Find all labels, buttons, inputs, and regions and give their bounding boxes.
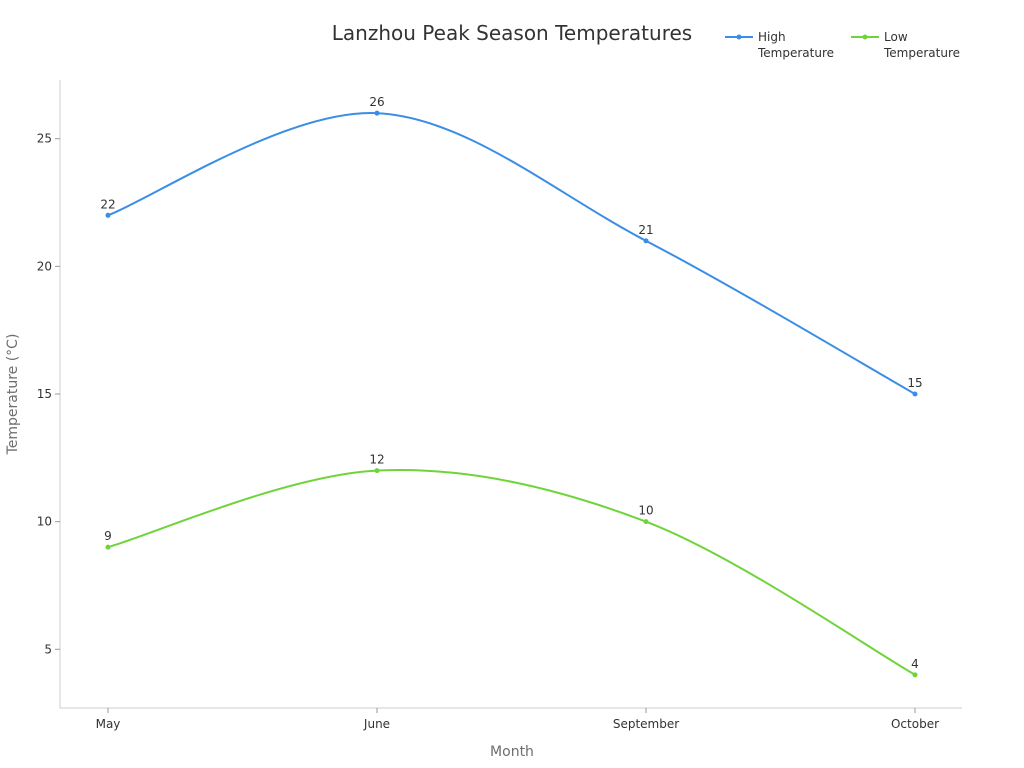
x-tick-label: June [363,717,390,731]
data-label: 12 [369,453,384,467]
data-label: 9 [104,529,112,543]
y-tick-label: 20 [37,259,52,273]
y-tick-label: 10 [37,515,52,529]
data-point[interactable] [912,672,918,678]
legend-label-low: Low Temperature [884,30,961,60]
data-point[interactable] [374,468,380,474]
x-tick-label: October [891,717,939,731]
data-point[interactable] [374,110,380,116]
data-point[interactable] [912,391,918,397]
data-point[interactable] [105,212,111,218]
data-label: 21 [638,223,653,237]
y-tick-label: 25 [37,132,52,146]
legend-label-high: High Temperature [758,30,835,60]
chart-title: Lanzhou Peak Season Temperatures [331,21,693,45]
legend: High Temperature Low Temperature [724,29,964,61]
data-label: 22 [100,197,115,211]
y-tick-label: 5 [44,642,52,656]
data-label: 4 [911,657,919,671]
y-tick-label: 15 [37,387,52,401]
x-tick-label: September [613,717,679,731]
x-axis-title: Month [490,744,534,760]
legend-item-high[interactable]: High Temperature [724,29,838,61]
series-layer: 22 26 21 15 9 12 10 4 [100,95,923,678]
data-label: 15 [907,376,922,390]
legend-swatch-high-icon [725,34,753,40]
data-label: 10 [638,504,653,518]
data-point[interactable] [643,519,649,525]
data-point[interactable] [105,544,111,550]
legend-item-low[interactable]: Low Temperature [850,29,964,61]
data-point[interactable] [643,238,649,244]
x-tick-label: May [96,717,121,731]
data-label: 26 [369,95,384,109]
legend-swatch-low-icon [851,34,879,40]
axes: 5 10 15 20 25 May June September October [37,80,962,731]
y-axis-title: Temperature (°C) [5,334,21,456]
series-line-low [107,469,916,676]
series-line-high [107,112,916,395]
